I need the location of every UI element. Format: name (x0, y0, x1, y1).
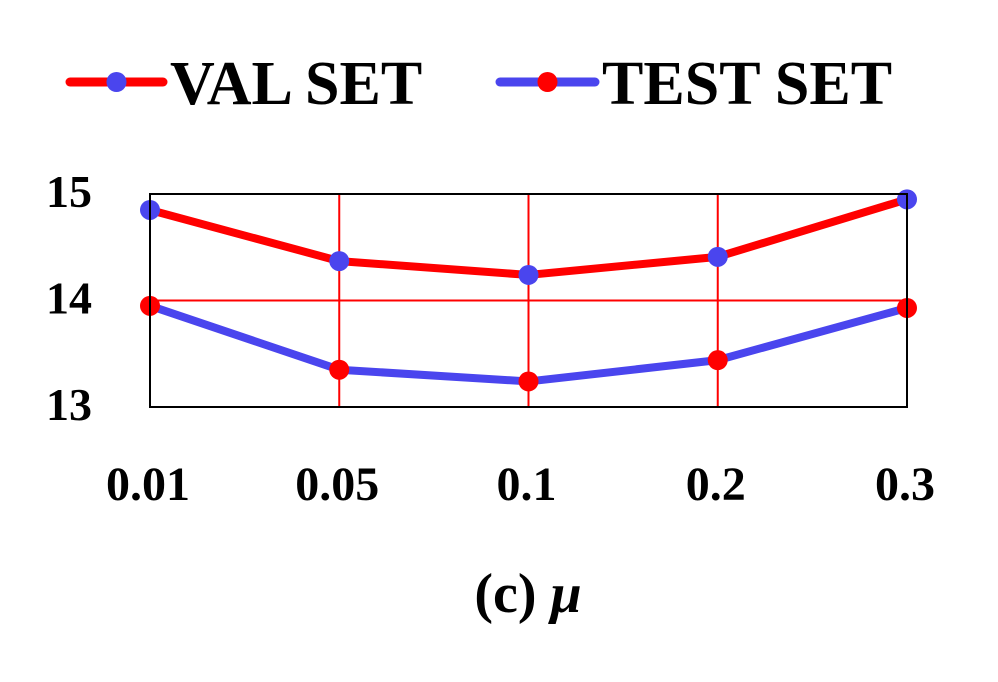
legend-label: VAL SET (170, 50, 422, 118)
data-point (518, 371, 539, 392)
legend-label: TEST SET (602, 50, 892, 118)
plot-frame (149, 193, 908, 408)
x-tick-label: 0.2 (686, 458, 746, 511)
data-point (329, 359, 350, 380)
data-point (329, 251, 350, 272)
y-tick-label: 15 (46, 166, 92, 217)
y-tick-label: 14 (46, 273, 92, 324)
data-point (707, 350, 728, 371)
y-tick-label: 13 (46, 379, 92, 430)
x-axis-label-symbol: μ (548, 563, 582, 625)
x-tick-label: 0.1 (497, 458, 557, 511)
legend-swatch-marker (537, 72, 558, 92)
data-point (518, 264, 539, 285)
legend-swatch-marker (106, 72, 127, 92)
axes: 13 14 15 0.01 0.05 0.1 0.2 0.3 (c) μ (46, 166, 935, 625)
x-axis-label: (c) μ (474, 563, 581, 625)
legend: VAL SET TEST SET (65, 50, 892, 118)
x-tick-label: 0.3 (875, 458, 935, 511)
x-tick-label: 0.05 (295, 458, 379, 511)
data-point (707, 246, 728, 267)
x-tick-label: 0.01 (106, 458, 190, 511)
